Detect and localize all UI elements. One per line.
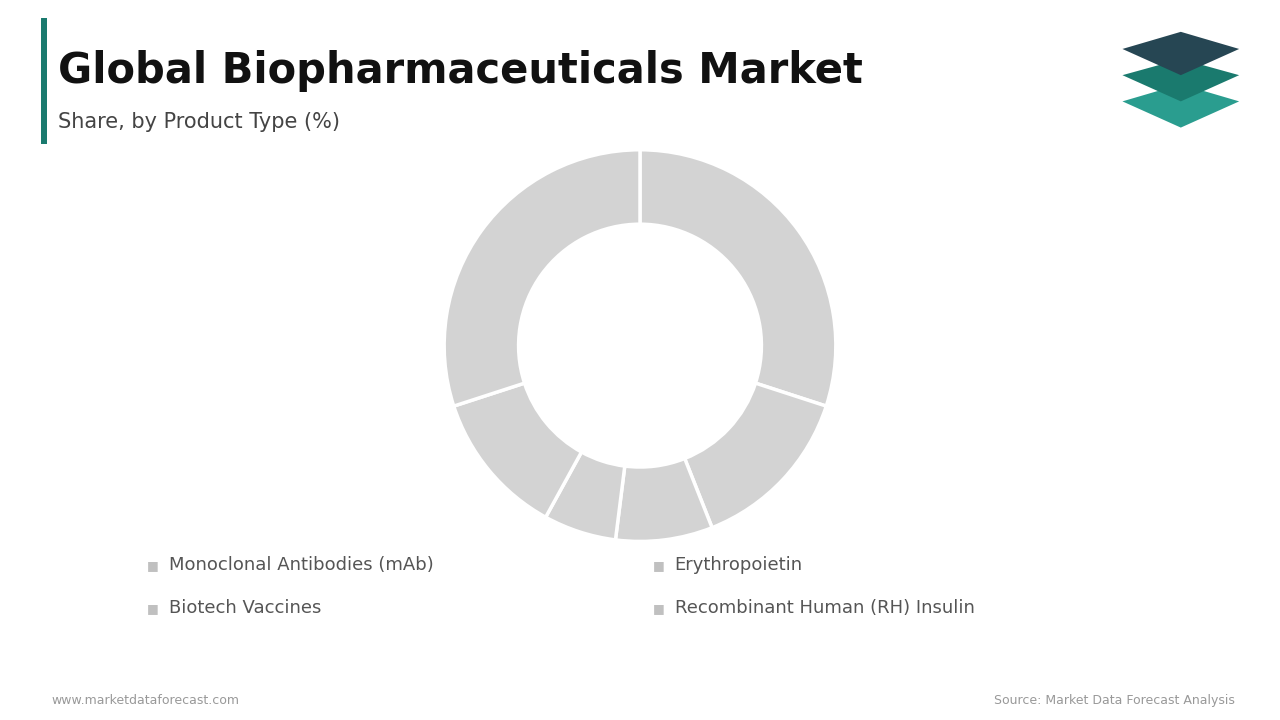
Polygon shape [1123,32,1239,75]
Text: Erythropoietin: Erythropoietin [675,556,803,575]
Text: Source: Market Data Forecast Analysis: Source: Market Data Forecast Analysis [995,694,1235,707]
Text: www.marketdataforecast.com: www.marketdataforecast.com [51,694,239,707]
Text: Recombinant Human (RH) Insulin: Recombinant Human (RH) Insulin [675,599,974,618]
Text: ■: ■ [653,559,664,572]
Text: ■: ■ [147,559,159,572]
Polygon shape [1123,84,1239,127]
Wedge shape [545,452,625,540]
Text: ■: ■ [147,602,159,615]
Text: Biotech Vaccines: Biotech Vaccines [169,599,321,618]
Wedge shape [444,150,640,406]
Wedge shape [616,459,712,541]
Wedge shape [685,383,827,528]
Text: Share, by Product Type (%): Share, by Product Type (%) [58,112,339,132]
Text: ■: ■ [653,602,664,615]
Text: Global Biopharmaceuticals Market: Global Biopharmaceuticals Market [58,50,863,92]
Polygon shape [1123,59,1239,102]
Text: Monoclonal Antibodies (mAb): Monoclonal Antibodies (mAb) [169,556,434,575]
Wedge shape [640,150,836,406]
Wedge shape [453,383,581,517]
